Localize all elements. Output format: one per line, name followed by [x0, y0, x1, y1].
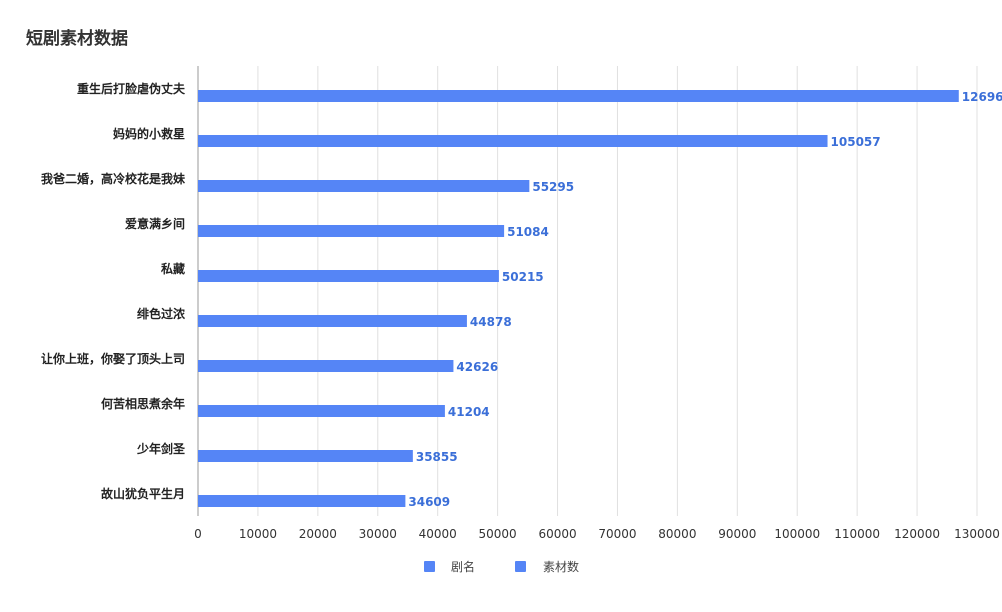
x-tick-label-6: 60000 [538, 527, 576, 541]
x-tick-label-7: 70000 [598, 527, 636, 541]
category-label-3: 爱意满乡间 [125, 216, 185, 231]
bar-4 [198, 270, 499, 282]
category-label-1: 妈妈的小救星 [113, 126, 185, 141]
bar-1 [198, 135, 828, 147]
x-tick-label-0: 0 [194, 527, 202, 541]
category-label-2: 我爸二婚，高冷校花是我妹 [41, 171, 186, 186]
bar-5 [198, 315, 467, 327]
bar-2 [198, 180, 530, 192]
data-label-3: 51084 [507, 225, 549, 239]
category-label-4: 私藏 [160, 261, 185, 276]
x-tick-label-11: 110000 [834, 527, 880, 541]
data-label-5: 44878 [470, 315, 512, 329]
data-label-6: 42626 [456, 360, 498, 374]
data-label-2: 55295 [532, 180, 574, 194]
legend-swatch-1 [515, 561, 526, 572]
bar-9 [198, 495, 406, 507]
data-label-8: 35855 [416, 450, 458, 464]
legend-label-1: 素材数 [543, 559, 579, 574]
category-label-6: 让你上班，你娶了顶头上司 [41, 351, 185, 366]
bar-3 [198, 225, 505, 237]
x-tick-label-10: 100000 [774, 527, 820, 541]
x-tick-label-2: 20000 [299, 527, 337, 541]
data-label-9: 34609 [408, 495, 450, 509]
data-label-7: 41204 [448, 405, 490, 419]
category-label-9: 故山犹负平生月 [101, 486, 185, 501]
category-label-5: 绯色过浓 [137, 306, 186, 321]
x-tick-label-3: 30000 [359, 527, 397, 541]
data-label-4: 50215 [502, 270, 544, 284]
category-label-7: 何苦相思煮余年 [101, 396, 185, 411]
legend-swatch-0 [424, 561, 435, 572]
x-tick-label-13: 130000 [954, 527, 1000, 541]
x-tick-label-8: 80000 [658, 527, 696, 541]
bar-8 [198, 450, 413, 462]
bar-0 [198, 90, 959, 102]
x-tick-label-5: 50000 [479, 527, 517, 541]
bar-6 [198, 360, 454, 372]
data-label-1: 105057 [831, 135, 881, 149]
chart-title: 短剧素材数据 [26, 29, 128, 49]
bar-7 [198, 405, 445, 417]
x-tick-label-12: 120000 [894, 527, 940, 541]
x-tick-label-4: 40000 [419, 527, 457, 541]
x-tick-label-1: 10000 [239, 527, 277, 541]
x-tick-label-9: 90000 [718, 527, 756, 541]
legend-label-0: 剧名 [451, 559, 475, 574]
category-label-0: 重生后打脸虐伪丈夫 [77, 81, 186, 96]
category-label-8: 少年剑圣 [136, 441, 186, 456]
data-label-0: 126960 [962, 90, 1002, 104]
